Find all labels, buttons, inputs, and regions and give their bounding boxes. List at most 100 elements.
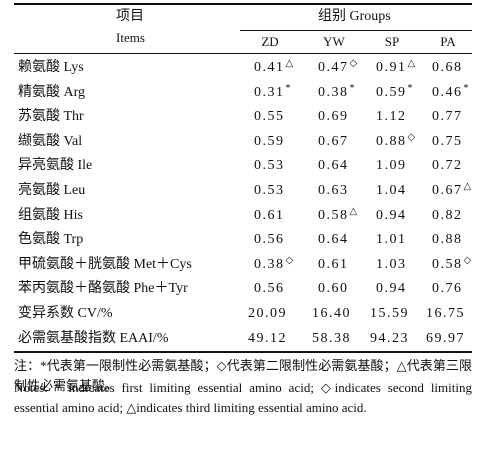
cell-value: 0.46 bbox=[432, 84, 463, 100]
cell-value: 94.23 bbox=[370, 330, 409, 346]
row-label: 色氨酸 Trp bbox=[18, 232, 84, 248]
top-rule bbox=[14, 3, 472, 5]
cell: 1.01 bbox=[376, 231, 407, 249]
cell-value: 1.01 bbox=[376, 232, 407, 248]
cell-value: 0.91 bbox=[376, 60, 407, 75]
cell: 0.47◇ bbox=[318, 58, 358, 78]
row-label: 缬氨酸 Val bbox=[18, 133, 83, 149]
cell-value: 0.31 bbox=[254, 84, 285, 100]
cell: 0.63 bbox=[318, 182, 349, 200]
cell-value: 0.94 bbox=[376, 281, 407, 297]
cell-value: 1.12 bbox=[376, 109, 407, 125]
cell-value: 0.75 bbox=[432, 133, 463, 149]
cell: 16.75 bbox=[426, 305, 465, 323]
cell: 49.12 bbox=[248, 330, 287, 348]
cell-value: 0.60 bbox=[318, 281, 349, 297]
cell-marker: * bbox=[285, 82, 291, 94]
cell-value: 0.58 bbox=[432, 256, 463, 272]
cell-marker: * bbox=[407, 82, 413, 94]
row-label: 变异系数 CV/% bbox=[18, 306, 113, 321]
cell: 16.40 bbox=[312, 305, 351, 323]
cell: 0.75 bbox=[432, 133, 463, 151]
cell-marker: * bbox=[463, 82, 469, 94]
cell: 0.72 bbox=[432, 157, 463, 175]
row-label: 组氨酸 His bbox=[18, 207, 83, 223]
cell: 58.38 bbox=[312, 330, 351, 348]
cell: 0.88◇ bbox=[376, 132, 415, 152]
cell: 0.69 bbox=[318, 108, 349, 126]
cell: 0.94 bbox=[376, 280, 407, 298]
note-cn: 注：*代表第一限制性必需氨基酸；◇代表第二限制性必需氨基酸；△代表第三限制性必需… bbox=[14, 358, 472, 393]
cell-marker: ◇ bbox=[463, 254, 472, 266]
cell: 94.23 bbox=[370, 330, 409, 348]
cell-marker: * bbox=[349, 82, 355, 94]
column-header: PA bbox=[440, 34, 456, 49]
cell-value: 0.67 bbox=[318, 133, 349, 149]
cell-value: 1.04 bbox=[376, 183, 407, 198]
row-label: 亮氨酸 Leu bbox=[18, 183, 86, 198]
column-header: YW bbox=[323, 34, 345, 49]
cell: 0.67 bbox=[318, 133, 349, 151]
cell: 0.82 bbox=[432, 207, 463, 225]
cell-value: 0.69 bbox=[318, 109, 349, 125]
cell-value: 20.09 bbox=[248, 306, 287, 321]
cell-value: 1.03 bbox=[376, 256, 407, 272]
row-label: 甲硫氨酸＋胱氨酸 Met＋Cys bbox=[18, 256, 192, 272]
item-en: Items bbox=[116, 30, 145, 45]
cell-value: 0.77 bbox=[432, 109, 463, 125]
cell: 0.53 bbox=[254, 182, 285, 200]
cell-value: 0.55 bbox=[254, 109, 285, 125]
cell-value: 0.56 bbox=[254, 232, 285, 248]
cell-value: 0.82 bbox=[432, 207, 463, 223]
cell-value: 0.61 bbox=[254, 207, 285, 223]
cell-value: 0.38 bbox=[254, 256, 285, 272]
cell: 0.59* bbox=[376, 82, 413, 103]
cell: 0.64 bbox=[318, 231, 349, 249]
row-label: 赖氨酸 Lys bbox=[18, 60, 84, 75]
cell: 0.31* bbox=[254, 82, 291, 103]
cell: 0.68 bbox=[432, 59, 463, 77]
row-label: 必需氨基酸指数 EAAI/% bbox=[18, 330, 169, 346]
cell-value: 0.59 bbox=[376, 84, 407, 100]
cell: 0.61 bbox=[318, 256, 349, 274]
cell: 1.04 bbox=[376, 182, 407, 200]
row-label: 苏氨酸 Thr bbox=[18, 109, 84, 125]
cell-marker: ◇ bbox=[349, 58, 358, 69]
cell-value: 0.53 bbox=[254, 183, 285, 198]
cell-value: 0.67 bbox=[432, 183, 463, 198]
cell-value: 0.59 bbox=[254, 133, 285, 149]
cell: 0.91△ bbox=[376, 58, 415, 78]
cell: 0.61 bbox=[254, 207, 285, 225]
item-cn: 项目 bbox=[116, 9, 144, 24]
cell: 0.77 bbox=[432, 108, 463, 126]
cell-value: 0.72 bbox=[432, 158, 463, 174]
cell: 0.76 bbox=[432, 280, 463, 298]
cell: 0.41△ bbox=[254, 58, 294, 78]
cell-value: 0.88 bbox=[432, 232, 463, 248]
row-label: 异亮氨酸 Ile bbox=[18, 158, 93, 174]
cell-marker: △ bbox=[285, 58, 294, 69]
cell-marker: △ bbox=[463, 181, 472, 192]
cell-value: 0.53 bbox=[254, 158, 285, 174]
cell-value: 0.58 bbox=[318, 207, 349, 223]
cell-marker: △ bbox=[349, 205, 358, 217]
bottom-rule bbox=[14, 351, 472, 353]
cell: 0.53 bbox=[254, 157, 285, 175]
row-label: 精氨酸 Arg bbox=[18, 84, 86, 100]
cell: 0.88 bbox=[432, 231, 463, 249]
cell-value: 0.64 bbox=[318, 232, 349, 248]
cell-value: 0.63 bbox=[318, 183, 349, 198]
cell: 0.38* bbox=[318, 82, 355, 103]
cell: 20.09 bbox=[248, 305, 287, 323]
cell: 15.59 bbox=[370, 305, 409, 323]
cell: 0.58◇ bbox=[432, 254, 472, 275]
header-rule bbox=[14, 53, 472, 54]
cell-value: 15.59 bbox=[370, 306, 409, 321]
cell: 0.64 bbox=[318, 157, 349, 175]
cell: 69.97 bbox=[426, 330, 465, 348]
cell-value: 0.88 bbox=[376, 133, 407, 149]
cell: 0.46* bbox=[432, 82, 469, 103]
cell: 0.55 bbox=[254, 108, 285, 126]
cell-value: 0.68 bbox=[432, 60, 463, 75]
